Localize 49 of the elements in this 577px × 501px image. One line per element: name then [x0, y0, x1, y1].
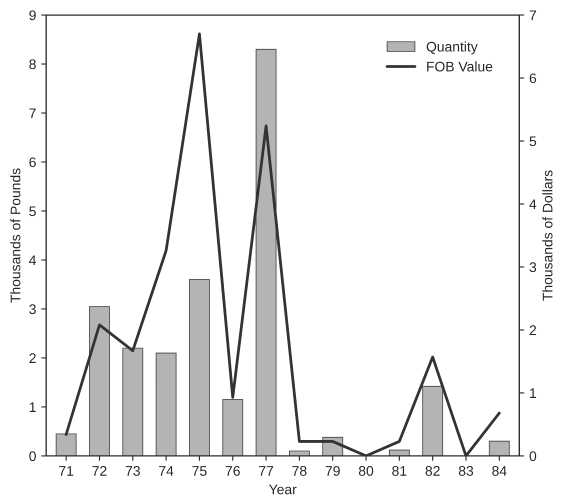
legend-label: Quantity	[426, 41, 478, 54]
y2-tick-label: 1	[530, 388, 536, 398]
x-tick-label: 74	[159, 466, 174, 476]
y2-tick-label: 0	[530, 451, 536, 462]
bar	[156, 352, 177, 456]
bar	[388, 450, 410, 456]
x-tick-label: 78	[292, 466, 307, 476]
y-tick-label: 3	[29, 304, 36, 314]
legend-label: FOB Value	[427, 61, 492, 72]
y2-tick-label: 3	[530, 262, 536, 272]
bar	[222, 399, 244, 456]
bar	[189, 279, 210, 456]
x-tick-label: 82	[426, 466, 440, 476]
x-tick-label: 73	[126, 466, 140, 476]
bar	[56, 433, 77, 456]
y-tick-label: 1	[30, 402, 36, 412]
y2-tick-label: 4	[529, 199, 536, 210]
y-tick-label: 0	[29, 451, 36, 462]
bar	[422, 386, 444, 456]
line-series	[64, 32, 501, 456]
bar	[256, 48, 276, 456]
y2-tick-label: 2	[530, 325, 536, 335]
x-tick-label: 79	[326, 466, 340, 476]
x-tick-label: 80	[358, 466, 374, 476]
x-axis-title: Year	[269, 484, 297, 494]
x-tick-label: 81	[392, 466, 406, 476]
y2-tick-label: 7	[530, 10, 536, 20]
y2-tick-label: 5	[530, 136, 536, 146]
x-tick-label: 71	[59, 466, 74, 476]
y-tick-label: 9	[29, 10, 36, 20]
bar	[288, 450, 310, 456]
x-tick-label: 75	[192, 466, 207, 476]
x-tick-label: 72	[92, 466, 106, 476]
bar	[122, 348, 144, 456]
y-tick-label: 7	[29, 108, 36, 118]
x-tick-label: 83	[458, 466, 474, 476]
x-tick-label: 84	[492, 466, 507, 476]
y-tick-label: 5	[29, 206, 36, 216]
y-tick-label: 6	[29, 157, 36, 168]
y-tick-label: 8	[29, 59, 36, 70]
y-tick-label: 2	[29, 353, 36, 363]
bar	[488, 440, 510, 456]
y2-tick-label: 6	[530, 73, 536, 84]
y-tick-label: 4	[29, 255, 36, 265]
x-tick-label: 76	[226, 466, 240, 476]
y-axis-title: Thousands of Pounds	[10, 168, 20, 303]
x-tick-label: 77	[259, 466, 274, 476]
y2-axis-title: Thousands of Dollars	[542, 170, 553, 301]
bar	[89, 306, 110, 456]
